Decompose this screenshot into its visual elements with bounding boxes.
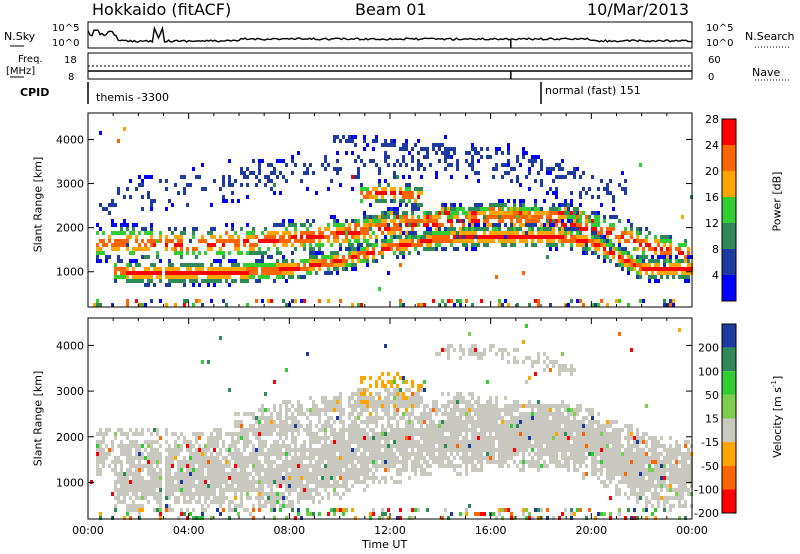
freq-label: Freq. [18,54,43,65]
freq-tick-top: 18 [64,55,77,66]
noise-panel-frame [87,21,693,49]
cpid-seg-1: themis -3300 [96,91,170,104]
station-title: Hokkaido (fitACF) [92,0,232,19]
power-colorbar-swatch [722,197,736,223]
x-tick-label: 08:00 [273,524,305,537]
velocity-colorbar-swatch [722,324,736,348]
cpid-seg-2: normal (fast) 151 [545,84,641,97]
power-ytick-label: 3000 [56,178,84,191]
velocity-colorbar-tick: 15 [705,413,719,426]
power-colorbar-swatch [722,249,736,275]
power-colorbar-swatch [722,223,736,249]
noise-left-tick-bottom: 10^0 [52,38,80,49]
x-tick-label: 12:00 [374,524,406,537]
velocity-heatmap-cells [90,324,693,520]
velocity-colorbar-swatch [722,442,736,466]
beam-label: Beam 01 [355,0,427,19]
x-tick-label: 00:00 [676,524,708,537]
power-colorbar-tick: 20 [705,165,719,178]
power-colorbar-tick: 24 [705,139,719,152]
power-colorbar-frame [721,118,737,302]
velocity-colorbar-swatch [722,418,736,443]
power-ytick-label: 4000 [56,133,84,146]
power-colorbar-swatch [722,119,736,145]
velocity-colorbar-tick: 50 [705,389,719,402]
velocity-colorbar-swatch [722,394,736,419]
velocity-ytick-label: 4000 [56,339,84,352]
power-colorbar-tick: 12 [705,217,719,230]
noise-right-tick-top: 10^5 [706,23,734,34]
x-axis-label: Time UT [362,538,408,551]
date-label: 10/Mar/2013 [587,0,690,19]
nave-tick-bottom: 0 [708,72,715,83]
noise-right-tick-bottom: 10^0 [706,38,734,49]
velocity-colorbar-tick: -50 [701,460,719,473]
velocity-colorbar-swatch [722,465,736,490]
nsky-label: N.Sky [4,30,36,43]
velocity-cbar-label: Velocity [m s-1] [770,375,784,458]
velocity-colorbar-tick: 200 [698,342,719,355]
freq-tick-bottom: 8 [68,72,75,83]
velocity-colorbar-swatch [722,371,736,395]
velocity-ytick-label: 2000 [56,431,84,444]
power-ylabel: Slant Range [km] [31,156,45,253]
velocity-colorbar-tick: -100 [694,483,719,496]
power-colorbar-tick: 8 [712,243,719,256]
nave-label: Nave [752,66,781,79]
power-heatmap-cells [93,127,693,307]
x-tick-label: 20:00 [575,524,607,537]
velocity-colorbar-swatch [722,489,736,513]
cpid-label: CPID [20,86,50,99]
velocity-ytick-label: 1000 [56,476,84,489]
velocity-ylabel: Slant Range [km] [31,370,45,467]
noise-left-tick-top: 10^5 [52,23,80,34]
power-colorbar-tick: 4 [712,269,719,282]
velocity-colorbar-tick: -15 [701,436,719,449]
velocity-ytick-label: 3000 [56,385,84,398]
velocity-colorbar-tick: -200 [694,507,719,520]
freq-unit: [MHz] [6,66,36,77]
power-colorbar-swatch [722,275,736,301]
nave-tick-top: 60 [708,55,721,66]
power-colorbar-tick: 16 [705,191,719,204]
x-tick-label: 16:00 [475,524,507,537]
x-tick-label: 00:00 [72,524,104,537]
power-cbar-label: Power [dB] [770,171,784,232]
velocity-colorbar-swatch [722,347,736,372]
x-tick-label: 04:00 [173,524,205,537]
power-colorbar-tick: 28 [705,113,719,126]
noise-sky-line [87,25,693,44]
power-ytick-label: 2000 [56,222,84,235]
nsearch-label: N.Search [745,30,795,43]
power-ytick-label: 1000 [56,266,84,279]
power-colorbar-swatch [722,171,736,197]
velocity-colorbar-frame [721,323,737,514]
velocity-colorbar-tick: 100 [698,365,719,378]
power-colorbar-swatch [722,145,736,171]
